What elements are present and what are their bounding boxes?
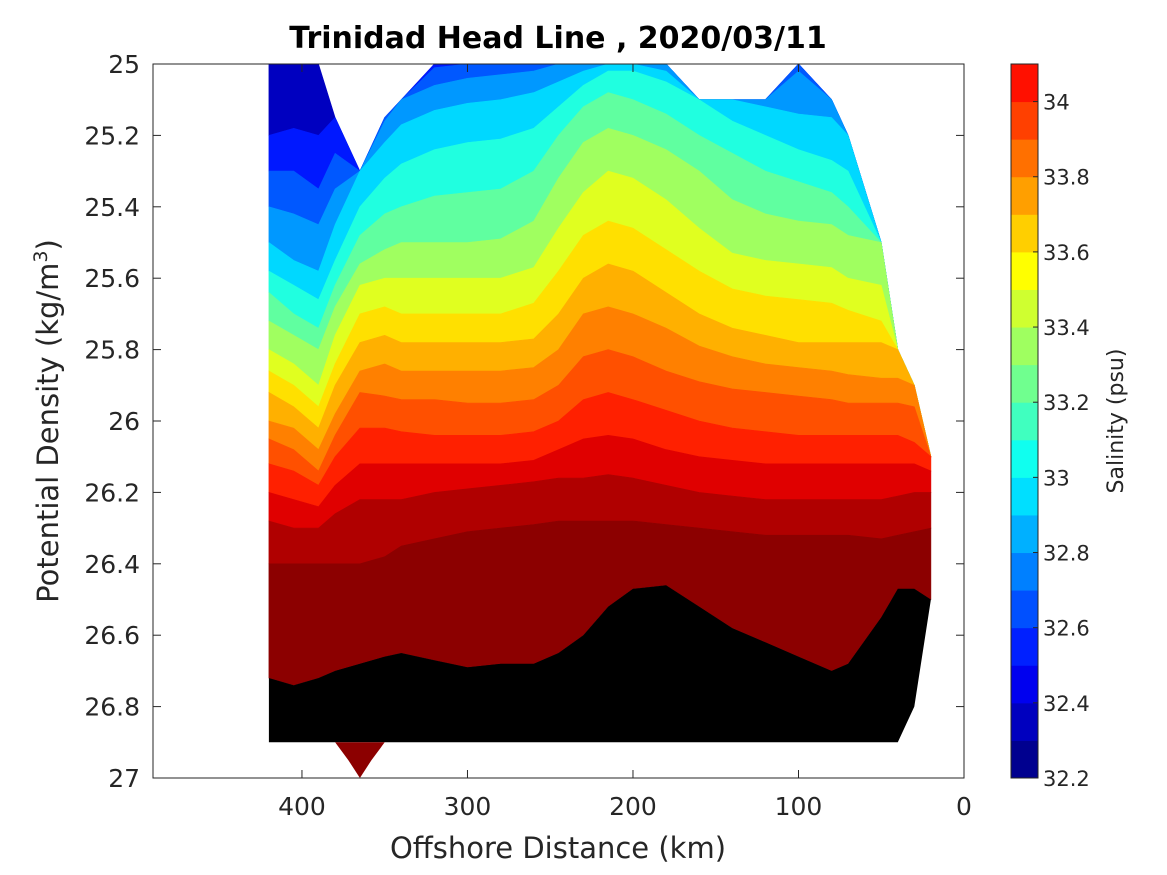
colorbar-tick-label: 33.2	[1043, 391, 1090, 415]
colorbar-segment	[1011, 251, 1038, 290]
x-tick-label: 100	[775, 792, 823, 821]
colorbar-frame	[1010, 63, 1039, 779]
x-axis-ticks: 400 300 200 100 0	[278, 64, 972, 821]
x-tick-label: 400	[278, 792, 326, 821]
y-axis-ticks: 25 25.2 25.4 25.6 25.8 26 26.2 26.4 26.6 26.8 27	[84, 50, 964, 793]
y-tick-label: 27	[108, 764, 140, 793]
colorbar-segment	[1011, 101, 1038, 140]
y-tick-label: 25.2	[84, 121, 140, 150]
x-tick-label: 0	[956, 792, 972, 821]
colorbar-segment	[1011, 590, 1038, 629]
colorbar-label: Salinity (psu)	[1104, 349, 1129, 494]
y-tick-label: 26.8	[84, 693, 140, 722]
colorbar: 32.2 32.4 32.6 32.8 33 33.2 33.4 33.6 33.8 34	[1010, 63, 1090, 791]
colorbar-segment	[1011, 139, 1038, 178]
x-axis-label: Offshore Distance (km)	[390, 831, 726, 865]
y-tick-label: 26	[108, 407, 140, 436]
colorbar-segment	[1011, 64, 1038, 103]
colorbar-segment	[1011, 514, 1038, 554]
contour-fills	[268, 64, 932, 743]
colorbar-segment	[1011, 627, 1038, 666]
colorbar-tick-label: 32.4	[1043, 692, 1090, 716]
colorbar-segment	[1011, 176, 1038, 215]
colorbar-tick-label: 34	[1043, 91, 1070, 115]
colorbar-segment	[1011, 214, 1038, 253]
colorbar-segment	[1011, 327, 1038, 366]
colorbar-segment	[1011, 702, 1038, 741]
colorbar-segment	[1011, 364, 1038, 403]
colorbar-tick-label: 33.8	[1043, 166, 1090, 190]
chart-title: Trinidad Head Line , 2020/03/11	[289, 21, 826, 56]
colorbar-tick-label: 33.6	[1043, 241, 1090, 265]
y-tick-label: 25.8	[84, 336, 140, 365]
contour-band	[268, 585, 931, 743]
y-tick-label: 25.6	[84, 264, 140, 293]
colorbar-segment	[1011, 439, 1038, 478]
y-tick-label: 26.2	[84, 478, 140, 507]
colorbar-tick-label: 32.6	[1043, 617, 1090, 641]
colorbar-segment	[1011, 552, 1038, 591]
y-axis-label: Potential Density (kg/m3)	[30, 239, 65, 603]
colorbar-segment	[1011, 477, 1038, 516]
y-tick-label: 26.4	[84, 550, 140, 579]
y-tick-label: 26.6	[84, 621, 140, 650]
y-axis-label-end: )	[31, 239, 65, 250]
x-tick-label: 200	[609, 792, 657, 821]
colorbar-segment	[1011, 665, 1038, 704]
colorbar-segment	[1011, 740, 1038, 779]
colorbar-tick-label: 33.4	[1043, 316, 1090, 340]
y-axis-label-superscript: 3	[30, 250, 52, 262]
colorbar-tick-label: 32.8	[1043, 542, 1090, 566]
y-tick-label: 25.4	[84, 193, 140, 222]
y-tick-label: 25	[108, 50, 140, 79]
colorbar-segment	[1011, 289, 1038, 328]
y-axis-label-main: Potential Density (kg/m	[31, 263, 65, 603]
contour-band-deep-lobe	[335, 742, 385, 778]
colorbar-tick-label: 32.2	[1043, 767, 1090, 791]
contour-bottom-patch	[335, 742, 385, 778]
x-tick-label: 300	[444, 792, 492, 821]
colorbar-segment	[1011, 402, 1038, 441]
colorbar-tick-label: 33	[1043, 466, 1070, 490]
